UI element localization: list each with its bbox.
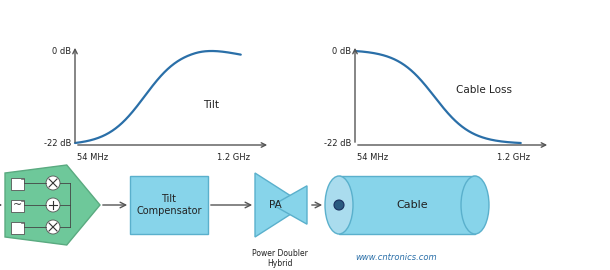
Text: Power Doubler
Hybrid: Power Doubler Hybrid: [252, 249, 308, 268]
Circle shape: [46, 198, 60, 212]
FancyBboxPatch shape: [11, 200, 24, 212]
Circle shape: [46, 220, 60, 234]
FancyBboxPatch shape: [11, 222, 24, 234]
Polygon shape: [5, 165, 100, 245]
Circle shape: [334, 200, 344, 210]
Text: Cable: Cable: [396, 200, 428, 210]
Text: 0 dB: 0 dB: [332, 46, 351, 56]
Text: 54 MHz: 54 MHz: [357, 153, 388, 162]
Ellipse shape: [325, 176, 353, 234]
Ellipse shape: [461, 176, 489, 234]
Polygon shape: [273, 186, 307, 224]
Text: PA: PA: [268, 200, 281, 210]
Polygon shape: [255, 173, 305, 237]
Text: Cable Loss: Cable Loss: [456, 85, 512, 95]
Text: 0 dB: 0 dB: [52, 46, 71, 56]
Text: -22 dB: -22 dB: [44, 139, 71, 147]
Text: 54 MHz: 54 MHz: [77, 153, 108, 162]
Text: Tilt
Compensator: Tilt Compensator: [136, 194, 202, 216]
Circle shape: [46, 176, 60, 190]
Text: www.cntronics.com: www.cntronics.com: [355, 253, 437, 262]
Text: 1.2 GHz: 1.2 GHz: [497, 153, 530, 162]
Text: 1.2 GHz: 1.2 GHz: [217, 153, 250, 162]
FancyBboxPatch shape: [339, 176, 475, 234]
FancyBboxPatch shape: [130, 176, 208, 234]
FancyBboxPatch shape: [11, 178, 24, 190]
Text: ~: ~: [13, 200, 23, 210]
Text: -22 dB: -22 dB: [324, 139, 351, 147]
Text: Tilt: Tilt: [204, 100, 220, 110]
